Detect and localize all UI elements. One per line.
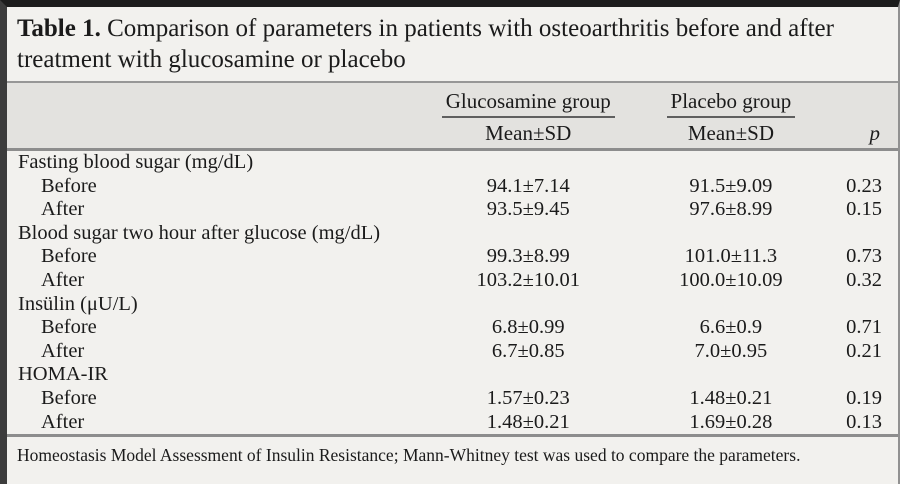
p-value: 0.71 bbox=[846, 316, 882, 339]
table-body: Fasting blood sugar (mg/dL) Before 94.1±… bbox=[7, 150, 898, 438]
subheader-row: Mean±SD Mean±SD p bbox=[7, 118, 898, 151]
table-row: After 93.5±9.45 97.6±8.99 0.15 bbox=[7, 198, 898, 222]
glucosamine-value: 1.57±0.23 bbox=[486, 386, 570, 409]
table-caption: Comparison of parameters in patients wit… bbox=[17, 15, 834, 73]
table-footnote: Homeostasis Model Assessment of Insulin … bbox=[17, 445, 801, 466]
table-number: Table 1. bbox=[17, 15, 101, 42]
p-value: 0.15 bbox=[846, 198, 882, 221]
section-row: Insülin (μU/L) bbox=[7, 293, 898, 317]
group-header-row: Glucosamine group Placebo group bbox=[7, 81, 898, 118]
row-label: After bbox=[7, 410, 422, 438]
section-label: Blood sugar two hour after glucose (mg/d… bbox=[18, 221, 381, 244]
row-label: After bbox=[41, 198, 85, 221]
placebo-value: 1.69±0.28 bbox=[635, 410, 827, 438]
empty-header-cell bbox=[7, 118, 422, 151]
glucosamine-value: 1.48±0.21 bbox=[421, 410, 636, 438]
p-value: 0.21 bbox=[846, 339, 882, 362]
placebo-group-header: Placebo group bbox=[635, 81, 827, 118]
glucosamine-meansd-header: Mean±SD bbox=[421, 118, 636, 151]
p-value: 0.13 bbox=[826, 410, 898, 438]
glucosamine-value: 6.8±0.99 bbox=[491, 316, 565, 339]
table-row: Before 1.57±0.23 1.48±0.21 0.19 bbox=[7, 387, 898, 411]
row-label: Before bbox=[41, 174, 97, 197]
placebo-value: 7.0±0.95 bbox=[694, 339, 768, 362]
glucosamine-value: 99.3±8.99 bbox=[486, 245, 570, 268]
p-value: 0.19 bbox=[846, 386, 882, 409]
empty-header-cell bbox=[826, 81, 898, 118]
table-row: Before 94.1±7.14 91.5±9.09 0.23 bbox=[7, 175, 898, 199]
parameters-table: Glucosamine group Placebo group Mean±SD … bbox=[7, 81, 898, 438]
table-row: After 6.7±0.85 7.0±0.95 0.21 bbox=[7, 340, 898, 364]
section-row: Blood sugar two hour after glucose (mg/d… bbox=[7, 222, 898, 246]
p-column-header: p bbox=[826, 118, 898, 151]
table-title: Table 1. Comparison of parameters in pat… bbox=[7, 7, 898, 81]
row-label: Before bbox=[41, 386, 97, 409]
section-label: Fasting blood sugar (mg/dL) bbox=[18, 151, 254, 173]
p-value: 0.32 bbox=[846, 268, 882, 291]
row-label: Before bbox=[41, 316, 97, 339]
placebo-value: 6.6±0.9 bbox=[699, 316, 763, 339]
section-label: Insülin (μU/L) bbox=[18, 292, 138, 315]
placebo-meansd-header: Mean±SD bbox=[635, 118, 827, 151]
section-label: HOMA-IR bbox=[18, 363, 108, 386]
glucosamine-group-header: Glucosamine group bbox=[421, 81, 636, 118]
p-value: 0.23 bbox=[846, 174, 882, 197]
empty-header-cell bbox=[7, 81, 422, 118]
glucosamine-value: 6.7±0.85 bbox=[491, 339, 565, 362]
table-row: Before 6.8±0.99 6.6±0.9 0.71 bbox=[7, 316, 898, 340]
row-label: After bbox=[41, 268, 85, 291]
row-label: Before bbox=[41, 245, 97, 268]
placebo-value: 1.48±0.21 bbox=[689, 386, 773, 409]
table-row: Before 99.3±8.99 101.0±11.3 0.73 bbox=[7, 245, 898, 269]
table-row: After 103.2±10.01 100.0±10.09 0.32 bbox=[7, 269, 898, 293]
placebo-value: 100.0±10.09 bbox=[679, 268, 783, 291]
placebo-value: 101.0±11.3 bbox=[684, 245, 778, 268]
section-row: HOMA-IR bbox=[7, 363, 898, 387]
placebo-value: 97.6±8.99 bbox=[689, 198, 773, 221]
table-header: Glucosamine group Placebo group Mean±SD … bbox=[7, 81, 898, 151]
glucosamine-value: 93.5±9.45 bbox=[486, 198, 570, 221]
glucosamine-value: 103.2±10.01 bbox=[476, 268, 580, 291]
section-row: Fasting blood sugar (mg/dL) bbox=[7, 150, 898, 175]
glucosamine-value: 94.1±7.14 bbox=[486, 174, 570, 197]
row-label: After bbox=[41, 339, 85, 362]
placebo-value: 91.5±9.09 bbox=[689, 174, 773, 197]
table-row: After 1.48±0.21 1.69±0.28 0.13 bbox=[7, 410, 898, 438]
p-value: 0.73 bbox=[846, 245, 882, 268]
